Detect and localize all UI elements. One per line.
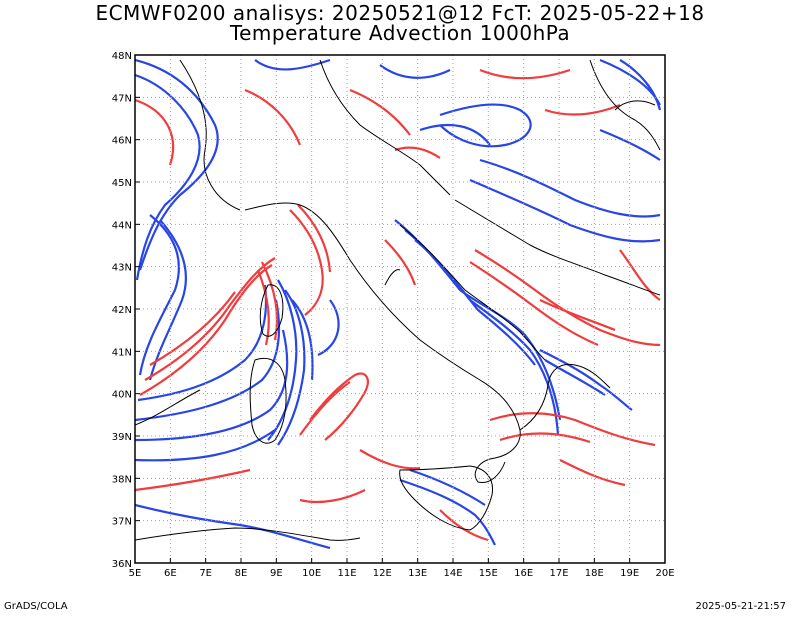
lon-tick-label: 18E bbox=[585, 568, 604, 579]
lat-tick-label: 37N bbox=[112, 517, 132, 528]
lat-tick-label: 39N bbox=[112, 432, 132, 443]
cold-advection-contours bbox=[135, 58, 662, 550]
longitude-axis: 5E 6E 7E 8E 9E 10E 11E 12E 13E 14E 15E 16E 17E 18E 19E… bbox=[129, 558, 675, 579]
lon-tick-label: 11E bbox=[337, 568, 356, 579]
lon-tick-label: 10E bbox=[302, 568, 321, 579]
lat-tick-label: 40N bbox=[112, 390, 132, 401]
render-timestamp: 2025-05-21-21:57 bbox=[695, 601, 786, 612]
lon-tick-label: 14E bbox=[443, 568, 462, 579]
lon-tick-label: 9E bbox=[270, 568, 283, 579]
lat-tick-label: 44N bbox=[112, 220, 132, 231]
lon-tick-label: 15E bbox=[479, 568, 498, 579]
lat-tick-label: 42N bbox=[112, 305, 132, 316]
lon-tick-label: 8E bbox=[235, 568, 248, 579]
lat-tick-label: 38N bbox=[112, 474, 132, 485]
lon-tick-label: 5E bbox=[129, 568, 142, 579]
lon-tick-label: 6E bbox=[164, 568, 177, 579]
coastlines bbox=[135, 59, 661, 541]
map-title-line-1: ECMWF0200 analisys: 20250521@12 FcT: 202… bbox=[95, 1, 705, 25]
latitude-axis: 36N 37N 38N 39N 40N 41N 42N 43N 44N 45N 46N 47N 48N bbox=[112, 51, 140, 570]
lon-tick-label: 16E bbox=[514, 568, 533, 579]
lat-tick-label: 36N bbox=[112, 559, 132, 570]
lat-tick-label: 43N bbox=[112, 263, 132, 274]
map-title-line-2: Temperature Advection 1000hPa bbox=[229, 21, 571, 45]
lat-lon-grid bbox=[135, 55, 665, 563]
software-credit: GrADS/COLA bbox=[4, 601, 68, 612]
lat-tick-label: 41N bbox=[112, 347, 132, 358]
lon-tick-label: 19E bbox=[620, 568, 639, 579]
lon-tick-label: 12E bbox=[373, 568, 392, 579]
lon-tick-label: 7E bbox=[199, 568, 212, 579]
lat-tick-label: 48N bbox=[112, 51, 132, 62]
lat-tick-label: 46N bbox=[112, 136, 132, 147]
lon-tick-label: 13E bbox=[408, 568, 427, 579]
warm-advection-contours bbox=[135, 68, 661, 542]
lat-tick-label: 45N bbox=[112, 178, 132, 189]
lon-tick-label: 20E bbox=[655, 568, 674, 579]
lat-tick-label: 47N bbox=[112, 93, 132, 104]
lon-tick-label: 17E bbox=[549, 568, 568, 579]
